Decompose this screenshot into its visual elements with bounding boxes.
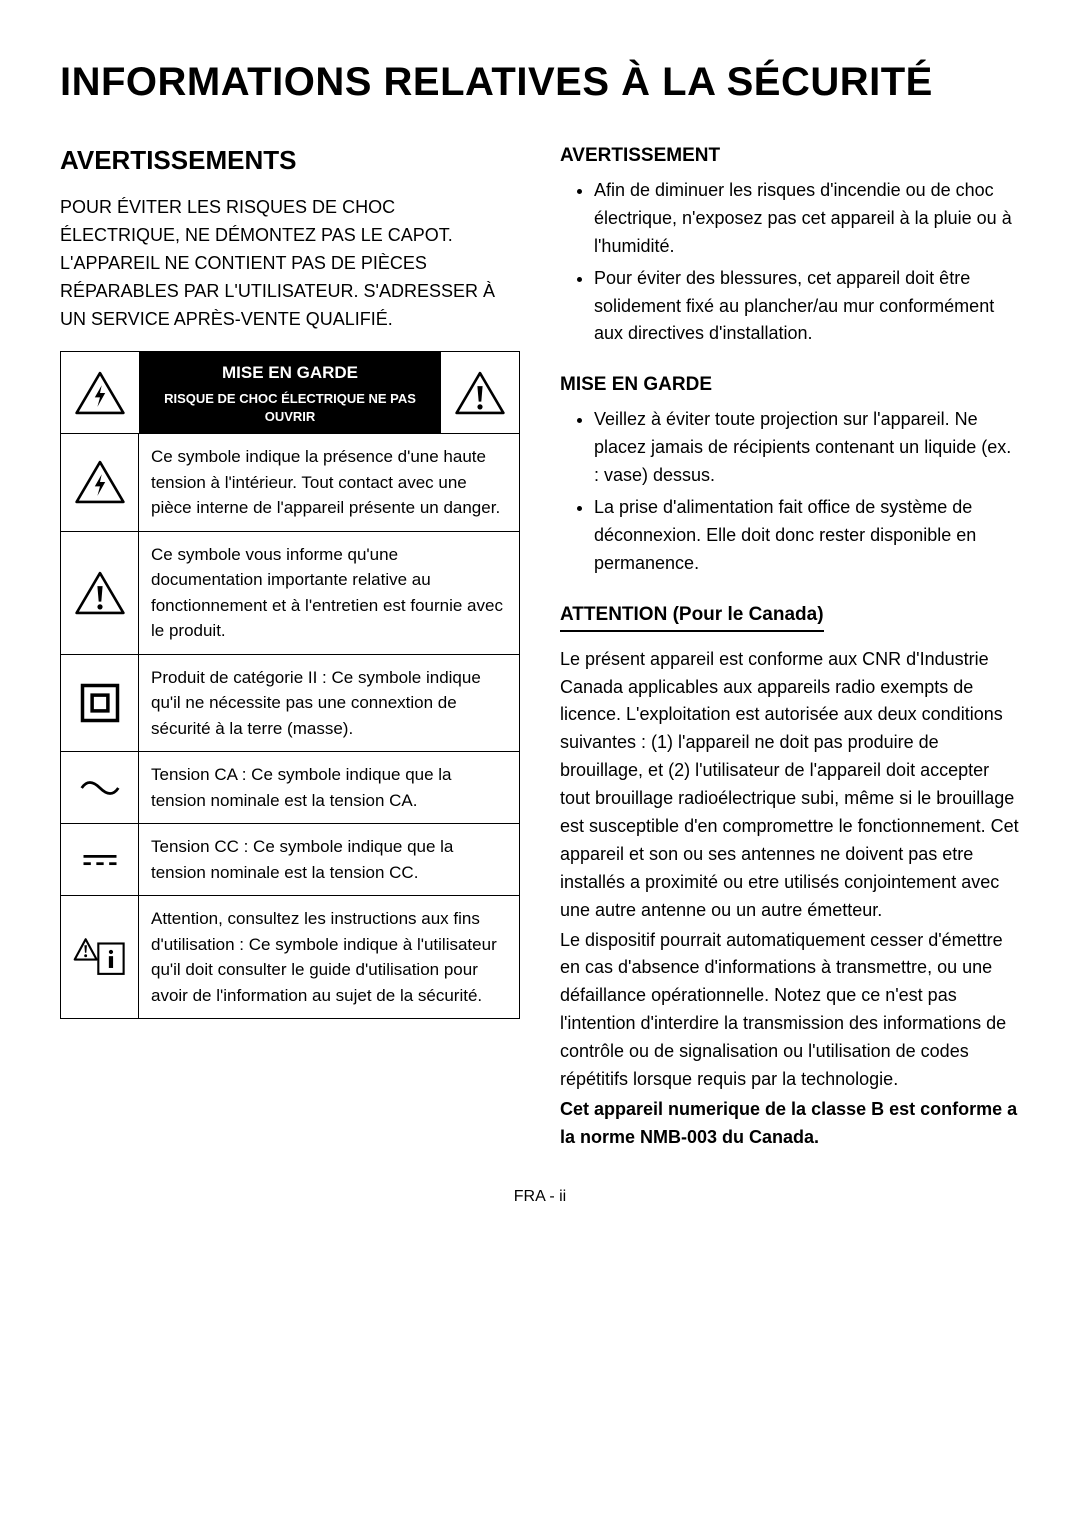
symbol-description: Ce symbole indique la présence d'une hau…	[139, 434, 520, 532]
left-column: AVERTISSEMENTS POUR ÉVITER LES RISQUES D…	[60, 145, 520, 1152]
list-item: La prise d'alimentation fait office de s…	[594, 494, 1020, 578]
symbol-description: Attention, consultez les instructions au…	[139, 896, 520, 1019]
left-intro: POUR ÉVITER LES RISQUES DE CHOC ÉLECTRIQ…	[60, 194, 520, 333]
symbol-description: Tension CA : Ce symbole indique que la t…	[139, 752, 520, 824]
list-item: Afin de diminuer les risques d'incendie …	[594, 177, 1020, 261]
page-footer: FRA - ii	[60, 1188, 1020, 1206]
page-title: INFORMATIONS RELATIVES À LA SÉCURITÉ	[60, 60, 1020, 105]
attention-bold-statement: Cet appareil numerique de la classe B es…	[560, 1096, 1020, 1152]
exclaim-triangle-icon	[441, 352, 519, 433]
avertissement-heading: AVERTISSEMENT	[560, 145, 1020, 167]
content-columns: AVERTISSEMENTS POUR ÉVITER LES RISQUES D…	[60, 145, 1020, 1152]
table-row: Ce symbole indique la présence d'une hau…	[61, 434, 520, 532]
symbol-description: Produit de catégorie II : Ce symbole ind…	[139, 654, 520, 752]
symbol-description: Tension CC : Ce symbole indique que la t…	[139, 824, 520, 896]
class2-square-icon	[61, 654, 139, 752]
table-row: Attention, consultez les instructions au…	[61, 896, 520, 1019]
table-row: Produit de catégorie II : Ce symbole ind…	[61, 654, 520, 752]
exclaim-triangle-icon	[61, 531, 139, 654]
caution-symbol-table: MISE EN GARDE RISQUE DE CHOC ÉLECTRIQUE …	[60, 351, 520, 1019]
mise-en-garde-list: Veillez à éviter toute projection sur l'…	[560, 406, 1020, 577]
bolt-triangle-icon	[61, 434, 139, 532]
caution-header-label: MISE EN GARDE RISQUE DE CHOC ÉLECTRIQUE …	[139, 352, 441, 433]
caution-header-line2: RISQUE DE CHOC ÉLECTRIQUE NE PAS OUVRIR	[149, 390, 431, 425]
avertissement-list: Afin de diminuer les risques d'incendie …	[560, 177, 1020, 348]
right-column: AVERTISSEMENT Afin de diminuer les risqu…	[560, 145, 1020, 1152]
table-row: Tension CC : Ce symbole indique que la t…	[61, 824, 520, 896]
attention-paragraph-1: Le présent appareil est conforme aux CNR…	[560, 646, 1020, 925]
left-heading: AVERTISSEMENTS	[60, 145, 520, 176]
list-item: Veillez à éviter toute projection sur l'…	[594, 406, 1020, 490]
list-item: Pour éviter des blessures, cet appareil …	[594, 265, 1020, 349]
symbol-description: Ce symbole vous informe qu'une documenta…	[139, 531, 520, 654]
mise-en-garde-heading: MISE EN GARDE	[560, 374, 1020, 396]
dc-dash-icon	[61, 824, 139, 896]
caution-header-line1: MISE EN GARDE	[149, 360, 431, 386]
manual-info-icon	[61, 896, 139, 1019]
attention-paragraph-2: Le dispositif pourrait automatiquement c…	[560, 927, 1020, 1094]
table-header-row: MISE EN GARDE RISQUE DE CHOC ÉLECTRIQUE …	[61, 352, 520, 434]
ac-wave-icon	[61, 752, 139, 824]
table-row: Ce symbole vous informe qu'une documenta…	[61, 531, 520, 654]
table-row: Tension CA : Ce symbole indique que la t…	[61, 752, 520, 824]
bolt-triangle-icon	[61, 352, 139, 433]
attention-canada-heading: ATTENTION (Pour le Canada)	[560, 604, 824, 632]
